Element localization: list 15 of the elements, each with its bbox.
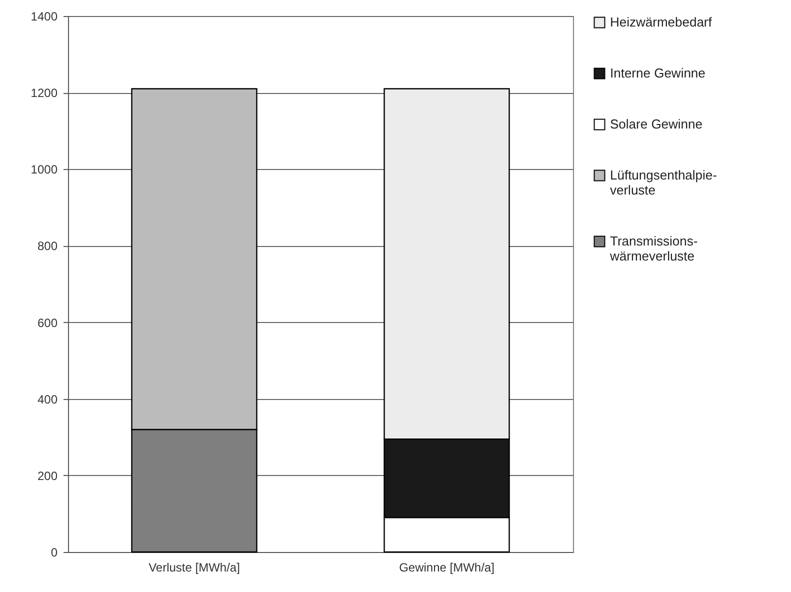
y-tick-label: 600 [37,316,58,330]
y-tick-label: 200 [37,468,58,483]
legend-label: Interne Gewinne [610,66,706,80]
x-tick-label: Verluste [MWh/a] [148,560,240,574]
y-tick-label: 0 [50,546,58,560]
y-tick-label: 1200 [30,86,58,100]
legend-label: Solare Gewinne [610,116,702,132]
y-tick-label: 400 [37,392,58,406]
y-tick-label: 800 [37,239,58,254]
y-tick-label: 1000 [30,162,58,177]
x-tick-label: Gewinne [MWh/a] [399,560,494,574]
y-tick-label: 1400 [30,10,58,24]
legend-label: Transmissions-wärmeverluste [609,234,698,264]
legend-label: Heizwärmebedarf [610,14,712,30]
legend-label: Lüftungsenthalpie-verluste [610,168,717,198]
